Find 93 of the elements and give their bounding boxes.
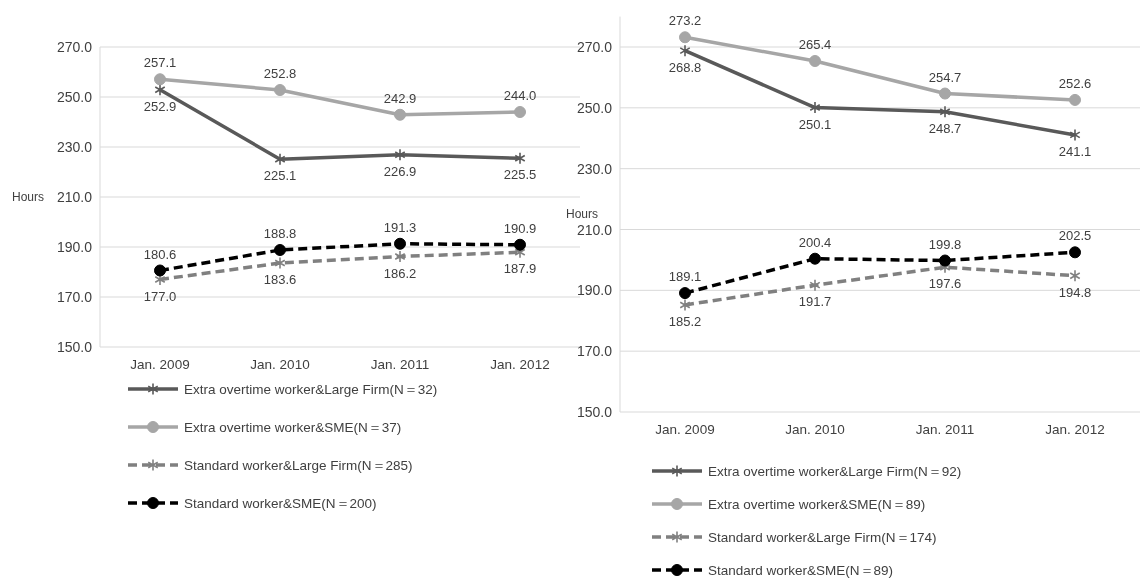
legend-label: Extra overtime worker&SME(N＝37) [184, 420, 402, 435]
data-label: 183.6 [263, 272, 297, 287]
legend-label: Extra overtime worker&SME(N＝89) [708, 497, 926, 512]
x-tick-label: Jan. 2009 [655, 422, 715, 437]
y-tick-label: 190.0 [56, 239, 93, 255]
data-label: 185.2 [668, 313, 702, 329]
point [274, 256, 286, 270]
data-label: 191.7 [798, 294, 832, 310]
y-axis-title: Hours [566, 206, 599, 221]
data-label: 200.4 [798, 234, 832, 250]
data-label: 191.3 [383, 219, 417, 235]
point [809, 278, 821, 292]
point [679, 298, 691, 312]
point [514, 151, 526, 165]
point [274, 84, 286, 96]
point [154, 264, 166, 277]
data-label: 241.1 [1058, 143, 1092, 159]
point [1069, 269, 1081, 283]
point [1069, 246, 1081, 259]
y-tick-label: 210.0 [56, 189, 93, 205]
data-label: 202.5 [1058, 228, 1092, 244]
data-label: 273.2 [668, 13, 702, 29]
data-label: 189.1 [668, 269, 702, 285]
legend-label: Standard worker&SME(N＝200) [184, 496, 377, 511]
data-label: 186.2 [383, 265, 417, 281]
y-tick-label: 250.0 [576, 99, 613, 116]
y-tick-label: 190.0 [576, 282, 613, 299]
point [809, 101, 821, 114]
point [1069, 93, 1081, 106]
y-axis-title: Hours [12, 190, 45, 204]
data-label: 268.8 [668, 59, 702, 75]
y-tick-label: 170.0 [56, 289, 93, 305]
data-label: 252.6 [1058, 75, 1092, 91]
y-tick-label: 230.0 [576, 160, 613, 177]
point [679, 287, 691, 300]
data-label: 252.8 [263, 66, 297, 81]
data-label: 242.9 [383, 90, 417, 106]
legend-label: Standard worker&SME(N＝89) [708, 563, 894, 578]
x-tick-label: Jan. 2010 [785, 422, 845, 437]
point [394, 237, 406, 250]
point [939, 105, 951, 119]
data-label: 177.0 [143, 288, 177, 304]
point [809, 252, 821, 265]
data-label: 225.5 [503, 167, 537, 183]
data-label: 187.9 [503, 261, 537, 277]
data-label: 194.8 [1058, 284, 1092, 300]
point [394, 108, 406, 121]
legend-label: Extra overtime worker&Large Firm(N＝92) [708, 464, 962, 479]
point [514, 238, 526, 251]
data-label: 199.8 [928, 236, 962, 252]
data-label: 254.7 [928, 69, 962, 85]
point [154, 83, 166, 97]
point [679, 44, 691, 57]
data-label: 180.6 [143, 246, 177, 262]
y-tick-label: 210.0 [576, 221, 613, 238]
y-tick-label: 250.0 [56, 89, 93, 105]
data-label: 244.0 [503, 88, 537, 103]
legend-label: Extra overtime worker&Large Firm(N＝32) [184, 382, 438, 397]
point [394, 250, 406, 263]
y-tick-label: 270.0 [56, 39, 93, 55]
x-tick-label: Jan. 2010 [250, 357, 310, 372]
x-tick-label: Jan. 2011 [915, 422, 975, 437]
point [154, 73, 166, 86]
x-tick-label: Jan. 2011 [370, 357, 430, 372]
point [679, 31, 691, 44]
data-label: 265.4 [798, 36, 832, 52]
point [274, 152, 286, 166]
point [939, 87, 951, 100]
legend-label: Standard worker&Large Firm(N＝174) [708, 530, 937, 545]
y-tick-label: 150.0 [576, 404, 613, 420]
x-tick-label: Jan. 2012 [490, 357, 550, 372]
y-tick-label: 170.0 [576, 343, 613, 360]
data-label: 190.9 [503, 220, 537, 236]
y-tick-label: 270.0 [576, 39, 613, 55]
point [809, 54, 821, 67]
data-label: 250.1 [798, 116, 832, 132]
y-tick-label: 230.0 [56, 139, 93, 155]
legend-label: Standard worker&Large Firm(N＝285) [184, 458, 413, 473]
data-label: 248.7 [928, 120, 962, 136]
x-tick-label: Jan. 2009 [130, 357, 190, 372]
y-tick-label: 150.0 [56, 339, 93, 355]
data-label: 188.8 [263, 226, 297, 241]
point [274, 244, 286, 256]
point [394, 148, 406, 162]
point [939, 254, 951, 267]
data-label: 252.9 [143, 98, 177, 114]
point [514, 106, 526, 118]
data-label: 226.9 [383, 163, 417, 179]
x-tick-label: Jan. 2012 [1045, 422, 1105, 437]
data-label: 197.6 [928, 276, 962, 292]
point [1069, 128, 1081, 142]
data-label: 257.1 [143, 55, 177, 71]
data-label: 225.1 [263, 168, 297, 184]
